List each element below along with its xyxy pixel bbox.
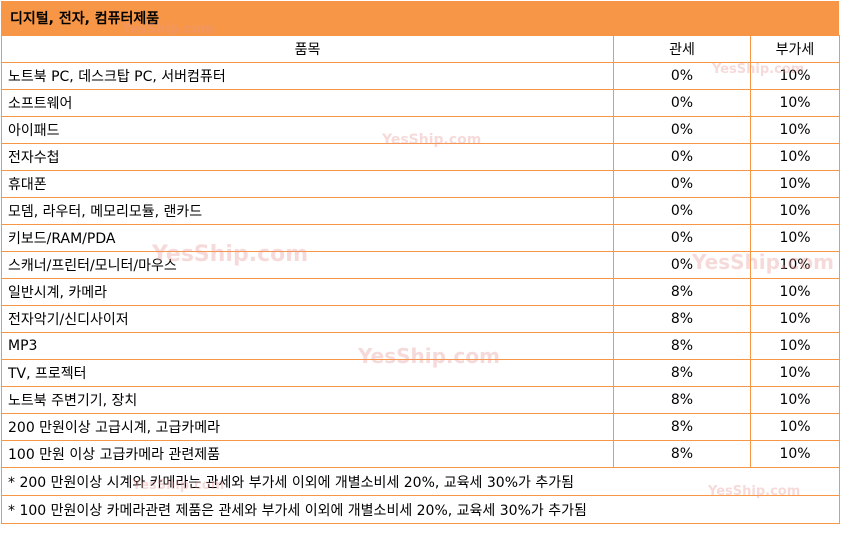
table-row: 200 만원이상 고급시계, 고급카메라 8% 10%: [1, 413, 840, 441]
table-body: 노트북 PC, 데스크탑 PC, 서버컴퓨터 0% 10% 소프트웨어 0% 10% 아이패…: [1, 62, 840, 468]
table-title-text: 디지털, 전자, 컴퓨터제품: [10, 11, 160, 27]
table-title: 디지털, 전자, 컴퓨터제품: [1, 1, 839, 35]
duty-cell: 8%: [613, 359, 751, 387]
item-cell: 소프트웨어: [1, 89, 614, 117]
note-200: * 200 만원이상 시계와 카메라는 관세와 부가세 이외에 개별소비세 20…: [1, 467, 840, 496]
item-cell: MP3: [1, 332, 614, 360]
duty-cell: 8%: [613, 332, 751, 360]
vat-cell: 10%: [750, 197, 840, 225]
item-cell: 아이패드: [1, 116, 614, 144]
item-cell: 100 만원 이상 고급카메라 관련제품: [1, 440, 614, 468]
item-cell: 200 만원이상 고급시계, 고급카메라: [1, 413, 614, 441]
note-100: * 100 만원이상 카메라관련 제품은 관세와 부가세 이외에 개별소비세 2…: [1, 495, 840, 524]
note-row: * 100 만원이상 카메라관련 제품은 관세와 부가세 이외에 개별소비세 2…: [1, 495, 840, 524]
item-cell: TV, 프로젝터: [1, 359, 614, 387]
table-row: 노트북 주변기기, 장치 8% 10%: [1, 386, 840, 414]
item-cell: 노트북 PC, 데스크탑 PC, 서버컴퓨터: [1, 62, 614, 90]
table-row: 100 만원 이상 고급카메라 관련제품 8% 10%: [1, 440, 840, 468]
duty-cell: 0%: [613, 116, 751, 144]
table-row: 노트북 PC, 데스크탑 PC, 서버컴퓨터 0% 10%: [1, 62, 840, 90]
table-row: TV, 프로젝터 8% 10%: [1, 359, 840, 387]
vat-cell: 10%: [750, 251, 840, 279]
item-cell: 노트북 주변기기, 장치: [1, 386, 614, 414]
vat-cell: 10%: [750, 89, 840, 117]
item-cell: 키보드/RAM/PDA: [1, 224, 614, 252]
tariff-table: 품목 관세 부가세 노트북 PC, 데스크탑 PC, 서버컴퓨터 0% 10% 소프트…: [1, 35, 840, 524]
duty-cell: 8%: [613, 305, 751, 333]
table-row: 스캐너/프린터/모니터/마우스 0% 10%: [1, 251, 840, 279]
item-cell: 스캐너/프린터/모니터/마우스: [1, 251, 614, 279]
duty-cell: 8%: [613, 278, 751, 306]
vat-cell: 10%: [750, 62, 840, 90]
vat-cell: 10%: [750, 170, 840, 198]
table-row: 모뎀, 라우터, 메모리모듈, 랜카드 0% 10%: [1, 197, 840, 225]
table-row: 일반시계, 카메라 8% 10%: [1, 278, 840, 306]
duty-cell: 0%: [613, 224, 751, 252]
item-cell: 전자수첩: [1, 143, 614, 171]
table-row: 소프트웨어 0% 10%: [1, 89, 840, 117]
duty-cell: 0%: [613, 251, 751, 279]
note-row: * 200 만원이상 시계와 카메라는 관세와 부가세 이외에 개별소비세 20…: [1, 467, 840, 496]
item-cell: 일반시계, 카메라: [1, 278, 614, 306]
duty-cell: 8%: [613, 386, 751, 414]
table-row: 전자악기/신디사이저 8% 10%: [1, 305, 840, 333]
vat-cell: 10%: [750, 143, 840, 171]
duty-cell: 0%: [613, 89, 751, 117]
vat-cell: 10%: [750, 305, 840, 333]
table-row: 아이패드 0% 10%: [1, 116, 840, 144]
tariff-table-container: 디지털, 전자, 컴퓨터제품 품목 관세 부가세 노트북 PC, 데스크탑 PC…: [1, 1, 840, 524]
duty-cell: 8%: [613, 413, 751, 441]
vat-cell: 10%: [750, 116, 840, 144]
vat-cell: 10%: [750, 359, 840, 387]
duty-cell: 0%: [613, 143, 751, 171]
vat-cell: 10%: [750, 224, 840, 252]
vat-cell: 10%: [750, 386, 840, 414]
vat-cell: 10%: [750, 332, 840, 360]
header-item: 품목: [1, 35, 614, 63]
duty-cell: 0%: [613, 170, 751, 198]
duty-cell: 0%: [613, 197, 751, 225]
table-row: 휴대폰 0% 10%: [1, 170, 840, 198]
item-cell: 모뎀, 라우터, 메모리모듈, 랜카드: [1, 197, 614, 225]
duty-cell: 8%: [613, 440, 751, 468]
table-row: 전자수첩 0% 10%: [1, 143, 840, 171]
header-row: 품목 관세 부가세: [1, 35, 840, 63]
item-cell: 전자악기/신디사이저: [1, 305, 614, 333]
header-duty: 관세: [613, 35, 751, 63]
header-vat: 부가세: [750, 35, 840, 63]
notes-body: * 200 만원이상 시계와 카메라는 관세와 부가세 이외에 개별소비세 20…: [1, 467, 840, 524]
table-row: MP3 8% 10%: [1, 332, 840, 360]
table-row: 키보드/RAM/PDA 0% 10%: [1, 224, 840, 252]
vat-cell: 10%: [750, 440, 840, 468]
item-cell: 휴대폰: [1, 170, 614, 198]
vat-cell: 10%: [750, 413, 840, 441]
vat-cell: 10%: [750, 278, 840, 306]
duty-cell: 0%: [613, 62, 751, 90]
